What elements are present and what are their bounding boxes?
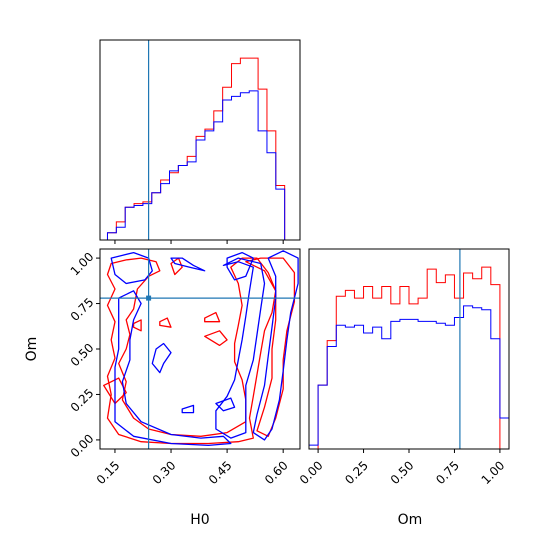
h0-marginal-histogram xyxy=(99,39,301,244)
om-hist-x-tick-label: 1.00 xyxy=(479,458,508,487)
contour-y-tick-label: 1.00 xyxy=(68,250,97,279)
contour-series-1-level-6 xyxy=(204,330,228,347)
contour-y-tick-label: 0.75 xyxy=(68,295,97,324)
contour-x-axis-label: H0 xyxy=(190,512,209,528)
contour-x-tick-label: 0.30 xyxy=(150,458,179,487)
om-hist-series-1-step xyxy=(309,266,509,450)
contour-series-1-level-3 xyxy=(245,257,296,437)
contour-series-2-level-8 xyxy=(181,404,195,414)
contour-series-1-level-2 xyxy=(170,257,183,276)
h0-om-contour-panel: 0.15 0.30 0.45 0.60 0.00 0.25 0.50 0.75 1.00 xyxy=(68,248,301,487)
contour-series-2-level-2 xyxy=(170,257,206,272)
om-hist-x-tick-label: 0.50 xyxy=(388,458,417,487)
om-marginal-histogram: 0.00 0.25 0.50 0.75 1.00 xyxy=(297,248,510,487)
contour-x-tick-label: 0.15 xyxy=(94,458,123,487)
contour-lines xyxy=(103,250,299,447)
om-hist-x-tick-label: 0.00 xyxy=(297,458,326,487)
contour-series-2-level-6 xyxy=(114,290,232,447)
om-hist-x-tick-label: 0.25 xyxy=(342,458,371,487)
om-hist-series-2-step xyxy=(308,305,510,449)
contour-series-1-level-1 xyxy=(106,257,277,445)
contour-x-tick-label: 0.60 xyxy=(262,458,291,487)
contour-series-1-level-7 xyxy=(204,311,221,323)
contour-series-1-level-5 xyxy=(159,317,172,328)
contour-y-tick-label: 0.50 xyxy=(68,341,97,370)
contour-series-1-level-4 xyxy=(132,319,142,332)
om-hist-x-tick-label: 0.75 xyxy=(433,458,462,487)
contour-x-tick-label: 0.45 xyxy=(206,458,235,487)
contour-series-2-level-4 xyxy=(252,250,299,441)
contour-series-2-level-7 xyxy=(151,342,172,374)
contour-series-2-level-9 xyxy=(215,397,236,412)
contour-y-tick-label: 0.25 xyxy=(68,386,97,415)
h0-hist-frame xyxy=(99,39,301,241)
contour-y-tick-label: 0.00 xyxy=(68,431,97,460)
contour-series-2-level-3 xyxy=(226,251,254,281)
contour-series-2-level-1 xyxy=(110,251,153,285)
contour-series-2-level-5 xyxy=(215,257,266,439)
contour-y-axis-label: Om xyxy=(24,337,40,362)
contour-series-1-level-8 xyxy=(103,377,127,405)
h0-hist-series-2-step xyxy=(106,90,295,241)
contour-truth-marker xyxy=(146,295,152,301)
h0-hist-series-1-step xyxy=(106,57,295,241)
om-hist-x-axis-label: Om xyxy=(398,512,423,528)
